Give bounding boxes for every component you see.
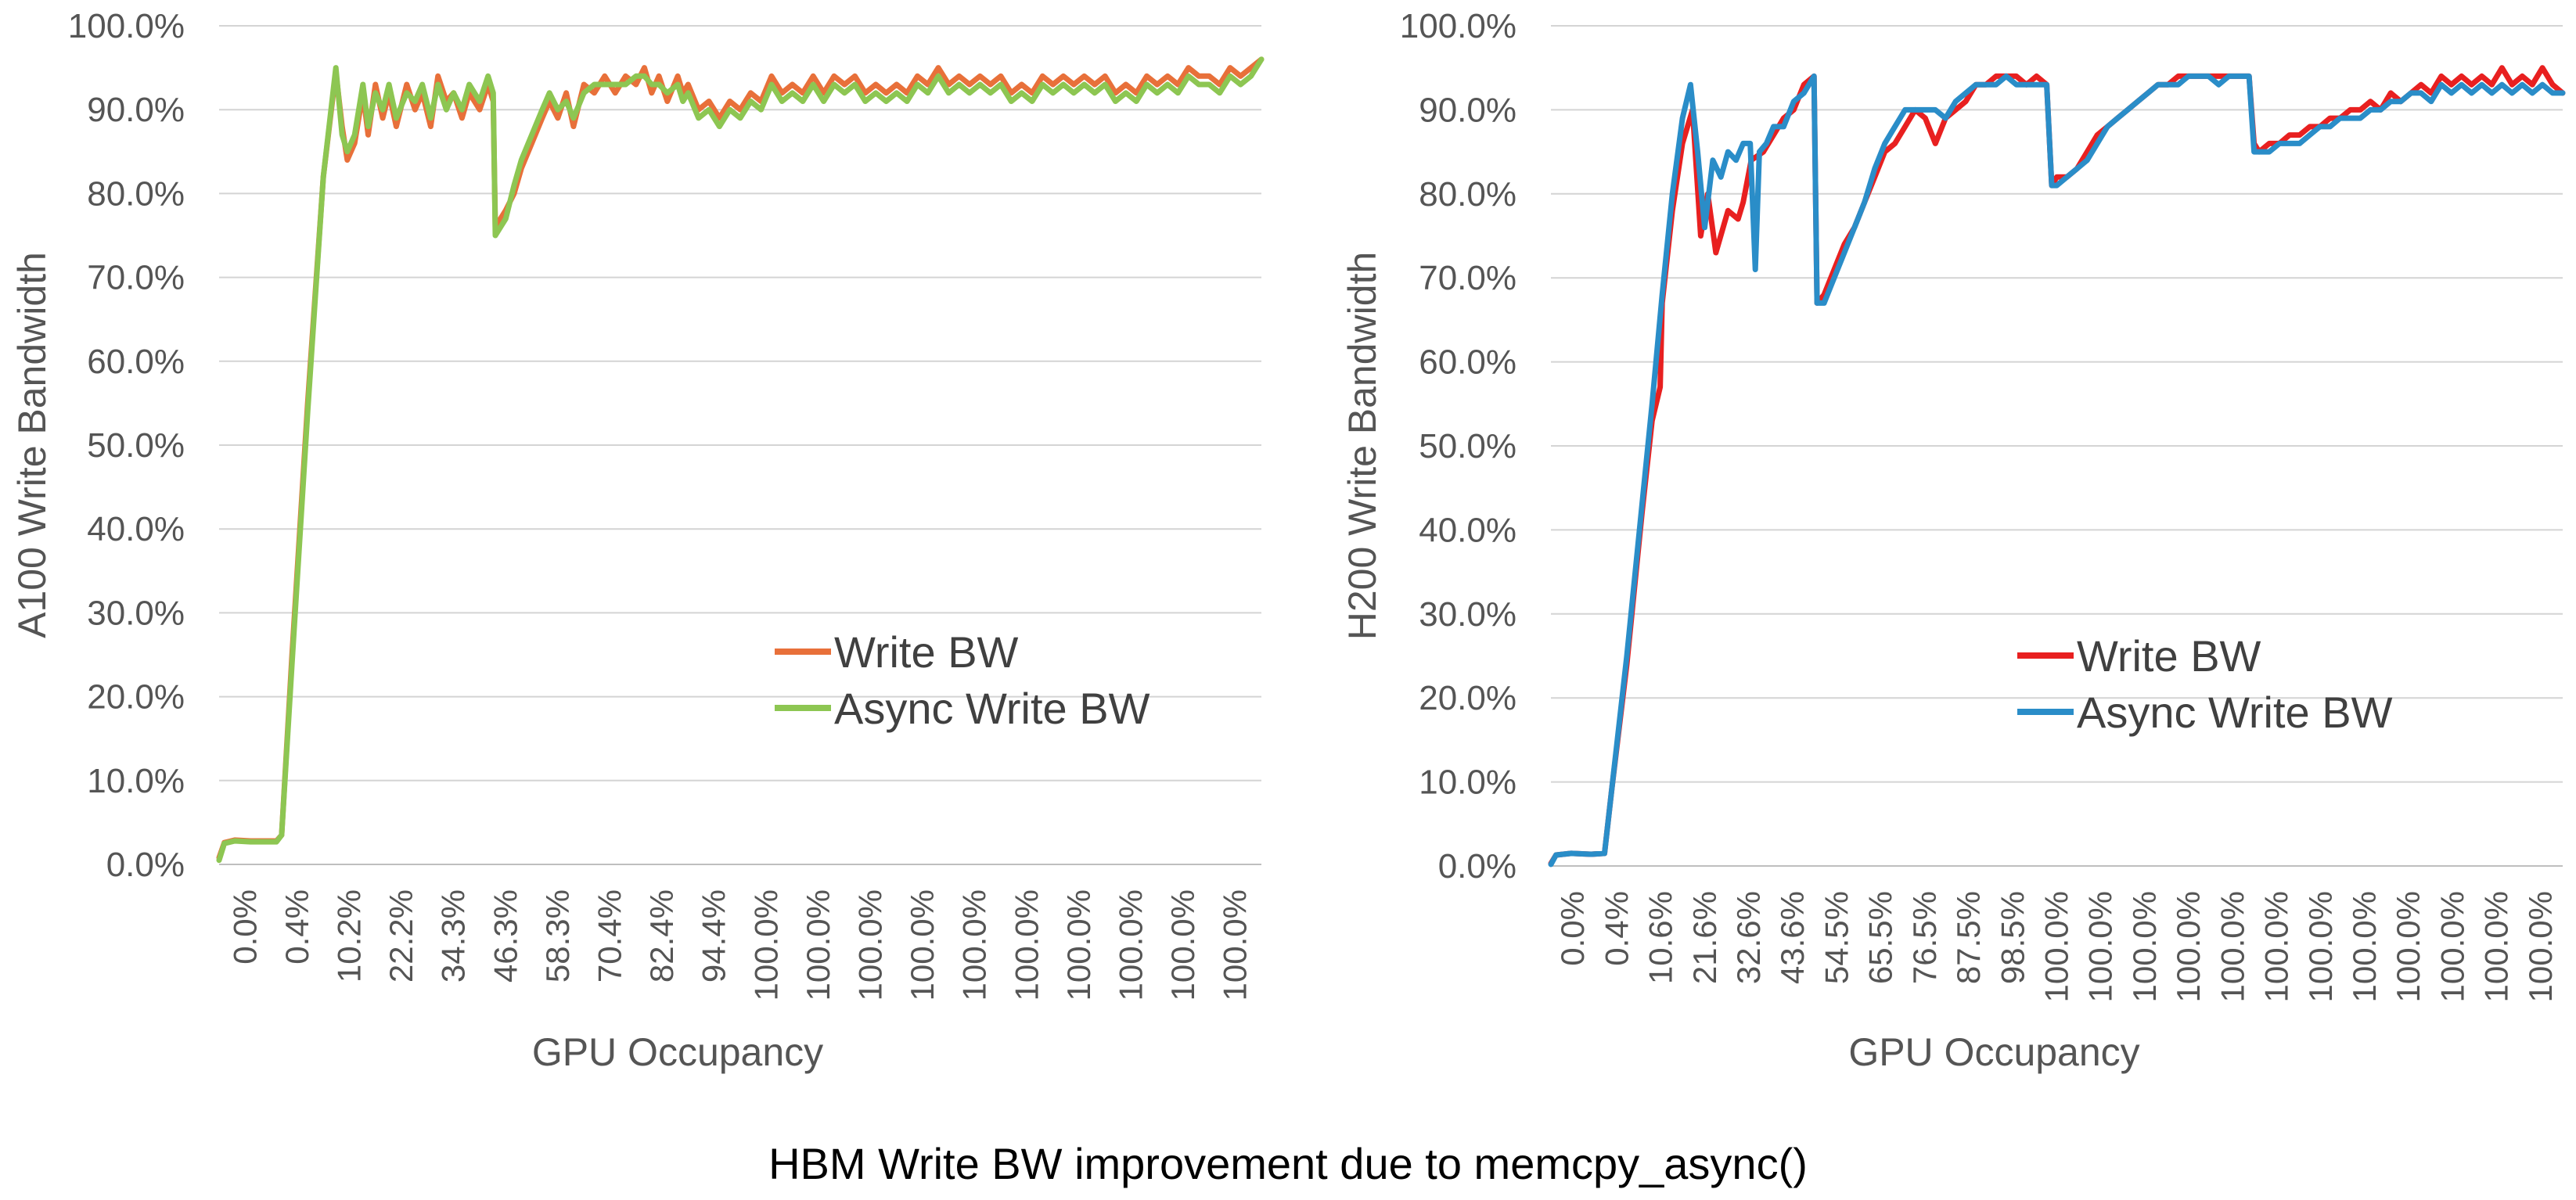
series-line-async-write-bw xyxy=(216,56,1265,864)
x-tick-label: 100.0% xyxy=(2302,891,2339,1002)
series-line-write-bw xyxy=(216,56,1265,860)
x-tick-label: 98.5% xyxy=(1994,891,2031,984)
y-tick-label: 60.0% xyxy=(1419,343,1516,382)
y-tick-label: 40.0% xyxy=(87,510,185,548)
x-tick-label: 100.0% xyxy=(2170,891,2207,1002)
x-tick-label: 100.0% xyxy=(2434,891,2470,1002)
x-tick-label: 54.5% xyxy=(1818,891,1855,984)
y-tick-label: 100.0% xyxy=(68,7,185,45)
y-tick-label: 90.0% xyxy=(1419,91,1516,129)
x-tick-label: 32.6% xyxy=(1730,891,1767,984)
x-tick-label: 100.0% xyxy=(2346,891,2383,1002)
y-tick-label: 50.0% xyxy=(1419,427,1516,465)
x-tick-label: 21.6% xyxy=(1686,891,1723,984)
x-tick-label: 82.4% xyxy=(643,889,680,983)
y-tick-label: 20.0% xyxy=(1419,679,1516,717)
y-tick-label: 10.0% xyxy=(87,762,185,800)
y-tick-label: 80.0% xyxy=(87,174,185,213)
y-tick-label: 100.0% xyxy=(1400,7,1516,45)
x-tick-label: 100.0% xyxy=(2522,891,2559,1002)
y-tick-label: 10.0% xyxy=(1419,763,1516,802)
y-tick-label: 30.0% xyxy=(87,594,185,632)
series-line-async-write-bw xyxy=(1548,73,2566,868)
x-tick-label: 100.0% xyxy=(1060,889,1097,1001)
x-tick-label: 10.6% xyxy=(1642,891,1679,984)
y-tick-label: 0.0% xyxy=(106,846,185,884)
x-tick-label: 100.0% xyxy=(1164,889,1201,1001)
x-tick-label: 87.5% xyxy=(1950,891,1987,984)
x-tick-label: 94.4% xyxy=(696,889,732,983)
x-tick-label: 34.3% xyxy=(435,889,472,983)
y-tick-label: 70.0% xyxy=(87,259,185,297)
x-tick-label: 43.6% xyxy=(1774,891,1811,984)
legend-label: Write BW xyxy=(2077,631,2261,681)
y-tick-label: 70.0% xyxy=(1419,259,1516,297)
x-tick-label: 22.2% xyxy=(383,889,419,983)
legend-label: Async Write BW xyxy=(2077,688,2393,737)
series-line-write-bw xyxy=(1548,65,2566,867)
x-axis-title: GPU Occupancy xyxy=(532,1030,823,1074)
x-tick-label: 65.5% xyxy=(1862,891,1899,984)
y-tick-label: 90.0% xyxy=(87,91,185,129)
x-tick-label: 10.2% xyxy=(331,889,368,983)
legend-label: Async Write BW xyxy=(834,684,1150,733)
figure-caption: HBM Write BW improvement due to memcpy_a… xyxy=(768,1139,1808,1188)
x-tick-label: 0.0% xyxy=(1554,891,1591,966)
x-tick-label: 100.0% xyxy=(1008,889,1045,1001)
x-tick-label: 100.0% xyxy=(852,889,889,1001)
y-tick-label: 80.0% xyxy=(1419,175,1516,214)
y-tick-label: 60.0% xyxy=(87,343,185,381)
y-axis-title: A100 Write Bandwidth xyxy=(10,252,54,638)
y-axis-title: H200 Write Bandwidth xyxy=(1340,252,1384,641)
x-axis-title: GPU Occupancy xyxy=(1848,1030,2139,1074)
x-tick-label: 70.4% xyxy=(592,889,628,983)
y-tick-label: 0.0% xyxy=(1438,847,1516,886)
x-tick-label: 100.0% xyxy=(956,889,993,1001)
x-tick-label: 100.0% xyxy=(2126,891,2163,1002)
y-tick-label: 50.0% xyxy=(87,426,185,465)
x-tick-label: 100.0% xyxy=(2082,891,2119,1002)
y-tick-label: 40.0% xyxy=(1419,511,1516,549)
x-tick-label: 0.4% xyxy=(1598,891,1635,966)
x-tick-label: 0.4% xyxy=(279,889,315,965)
x-tick-label: 58.3% xyxy=(539,889,576,983)
x-tick-label: 46.3% xyxy=(487,889,523,983)
x-tick-label: 76.5% xyxy=(1906,891,1943,984)
legend-label: Write BW xyxy=(834,627,1019,677)
x-tick-label: 100.0% xyxy=(2478,891,2515,1002)
x-tick-label: 100.0% xyxy=(1217,889,1254,1001)
x-tick-label: 0.0% xyxy=(226,889,263,965)
x-tick-label: 100.0% xyxy=(1113,889,1149,1001)
x-tick-label: 100.0% xyxy=(904,889,941,1001)
x-tick-label: 100.0% xyxy=(2214,891,2250,1002)
x-tick-label: 100.0% xyxy=(2038,891,2075,1002)
x-tick-label: 100.0% xyxy=(2258,891,2295,1002)
x-tick-label: 100.0% xyxy=(747,889,784,1001)
x-tick-label: 100.0% xyxy=(2390,891,2427,1002)
y-tick-label: 20.0% xyxy=(87,678,185,717)
y-tick-label: 30.0% xyxy=(1419,595,1516,634)
x-tick-label: 100.0% xyxy=(800,889,836,1001)
